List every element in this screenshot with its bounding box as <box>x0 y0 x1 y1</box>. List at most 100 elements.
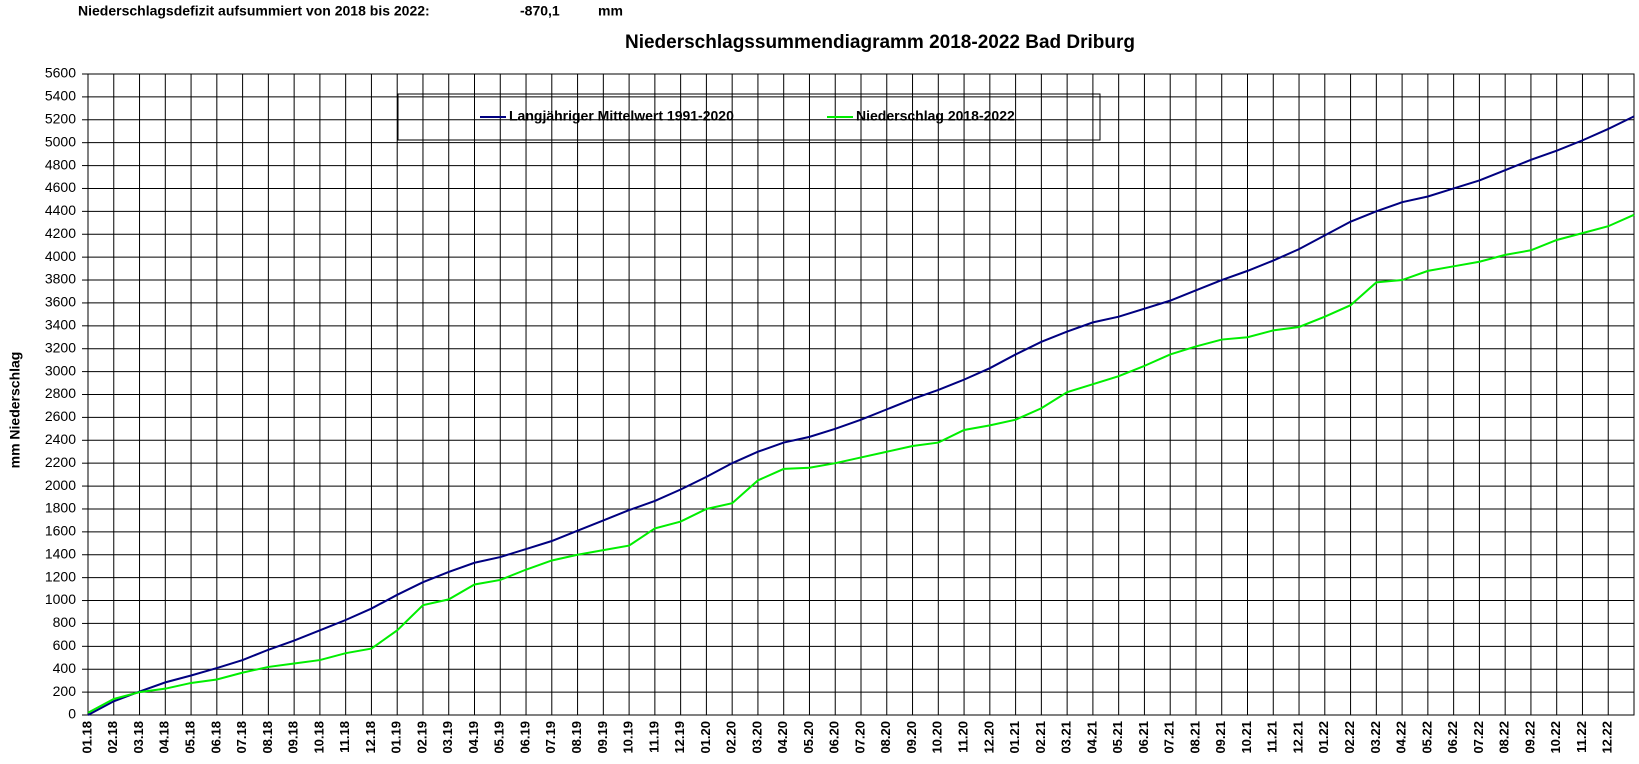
note-text: Niederschlagsdefizit aufsummiert von 201… <box>78 3 430 19</box>
y-tick-label: 5400 <box>45 88 76 104</box>
x-tick-label: 09.19 <box>595 721 610 754</box>
x-tick-label: 04.18 <box>157 721 172 754</box>
series-line <box>87 115 1635 716</box>
x-tick-label: 10.21 <box>1239 721 1254 754</box>
x-tick-label: 07.20 <box>852 721 867 754</box>
y-tick-label: 3800 <box>45 271 76 287</box>
y-tick-label: 3400 <box>45 317 76 333</box>
x-tick-label: 04.19 <box>466 721 481 754</box>
legend-label: Langjähriger Mittelwert 1991-2020 <box>509 108 734 124</box>
x-tick-label: 02.18 <box>105 721 120 754</box>
y-tick-label: 1600 <box>45 523 76 539</box>
x-tick-label: 12.20 <box>981 721 996 754</box>
x-tick-label: 07.21 <box>1162 721 1177 754</box>
x-tick-label: 12.18 <box>363 721 378 754</box>
series-line <box>87 213 1635 714</box>
x-tick-label: 05.22 <box>1419 721 1434 754</box>
x-tick-label: 08.22 <box>1497 721 1512 754</box>
y-tick-label: 2200 <box>45 454 76 470</box>
y-tick-label: 200 <box>53 683 77 699</box>
x-tick-label: 01.20 <box>698 721 713 754</box>
y-tick-label: 3600 <box>45 294 76 310</box>
x-tick-label: 08.18 <box>260 721 275 754</box>
y-tick-label: 400 <box>53 660 77 676</box>
y-tick-label: 2600 <box>45 408 76 424</box>
x-tick-label: 01.19 <box>389 721 404 754</box>
note-value: -870,1 <box>520 3 560 19</box>
y-tick-label: 2400 <box>45 431 76 447</box>
x-tick-label: 12.22 <box>1600 721 1615 754</box>
x-tick-label: 10.19 <box>621 721 636 754</box>
x-tick-label: 03.21 <box>1059 721 1074 754</box>
x-tick-label: 01.22 <box>1316 721 1331 754</box>
x-tick-label: 11.22 <box>1574 721 1589 753</box>
y-tick-label: 1800 <box>45 500 76 516</box>
y-tick-label: 4800 <box>45 156 76 172</box>
y-tick-label: 2000 <box>45 477 76 493</box>
x-tick-label: 03.18 <box>131 721 146 754</box>
y-tick-label: 4200 <box>45 225 76 241</box>
x-tick-label: 10.22 <box>1548 721 1563 754</box>
x-tick-label: 03.22 <box>1368 721 1383 754</box>
plot-frame <box>87 73 1635 716</box>
y-tick-label: 4600 <box>45 179 76 195</box>
x-tick-label: 04.20 <box>775 721 790 754</box>
x-tick-label: 04.22 <box>1394 721 1409 754</box>
y-tick-label: 1000 <box>45 591 76 607</box>
y-tick-label: 800 <box>53 614 77 630</box>
x-tick-label: 09.20 <box>904 721 919 754</box>
x-tick-label: 02.22 <box>1342 721 1357 754</box>
x-tick-label: 02.21 <box>1033 721 1048 754</box>
y-tick-label: 2800 <box>45 385 76 401</box>
x-tick-label: 05.18 <box>183 721 198 754</box>
x-tick-label: 02.19 <box>414 721 429 754</box>
x-tick-label: 12.19 <box>672 721 687 754</box>
y-tick-label: 5000 <box>45 133 76 149</box>
x-tick-label: 11.20 <box>956 721 971 753</box>
y-tick-label: 3200 <box>45 339 76 355</box>
legend-box <box>397 93 1101 141</box>
x-tick-label: 01.18 <box>79 721 94 754</box>
y-tick-label: 0 <box>68 706 76 722</box>
x-tick-label: 06.19 <box>517 721 532 754</box>
y-tick-label: 5600 <box>45 65 76 81</box>
note-unit: mm <box>598 3 623 19</box>
x-tick-label: 03.19 <box>440 721 455 754</box>
y-tick-label: 4000 <box>45 248 76 264</box>
x-tick-label: 07.19 <box>543 721 558 754</box>
x-tick-label: 07.18 <box>234 721 249 754</box>
x-tick-label: 04.21 <box>1084 721 1099 754</box>
x-tick-label: 05.21 <box>1110 721 1125 754</box>
x-tick-label: 08.19 <box>569 721 584 754</box>
y-axis-label: mm Niederschlag <box>7 352 23 469</box>
y-tick-label: 4400 <box>45 202 76 218</box>
x-tick-label: 11.21 <box>1265 721 1280 753</box>
y-tick-label: 1200 <box>45 568 76 584</box>
chart-title: Niederschlagssummendiagramm 2018-2022 Ba… <box>625 32 1135 53</box>
x-tick-label: 08.21 <box>1187 721 1202 754</box>
x-tick-label: 03.20 <box>749 721 764 754</box>
x-tick-label: 06.22 <box>1445 721 1460 754</box>
x-tick-label: 05.19 <box>492 721 507 754</box>
y-tick-label: 3000 <box>45 362 76 378</box>
x-tick-label: 09.21 <box>1213 721 1228 754</box>
x-tick-label: 12.21 <box>1290 721 1305 754</box>
legend-label: Niederschlag 2018-2022 <box>856 108 1015 124</box>
x-tick-label: 02.20 <box>724 721 739 754</box>
x-tick-label: 11.18 <box>337 721 352 753</box>
x-tick-label: 07.22 <box>1471 721 1486 754</box>
x-tick-label: 09.22 <box>1522 721 1537 754</box>
x-tick-label: 01.21 <box>1007 721 1022 754</box>
y-tick-label: 600 <box>53 637 77 653</box>
x-tick-label: 10.20 <box>930 721 945 754</box>
x-tick-label: 09.18 <box>286 721 301 754</box>
x-tick-label: 05.20 <box>801 721 816 754</box>
x-tick-label: 10.18 <box>311 721 326 754</box>
y-tick-label: 5200 <box>45 110 76 126</box>
x-tick-label: 06.18 <box>208 721 223 754</box>
y-tick-label: 1400 <box>45 545 76 561</box>
x-tick-label: 08.20 <box>878 721 893 754</box>
x-tick-label: 06.21 <box>1136 721 1151 754</box>
